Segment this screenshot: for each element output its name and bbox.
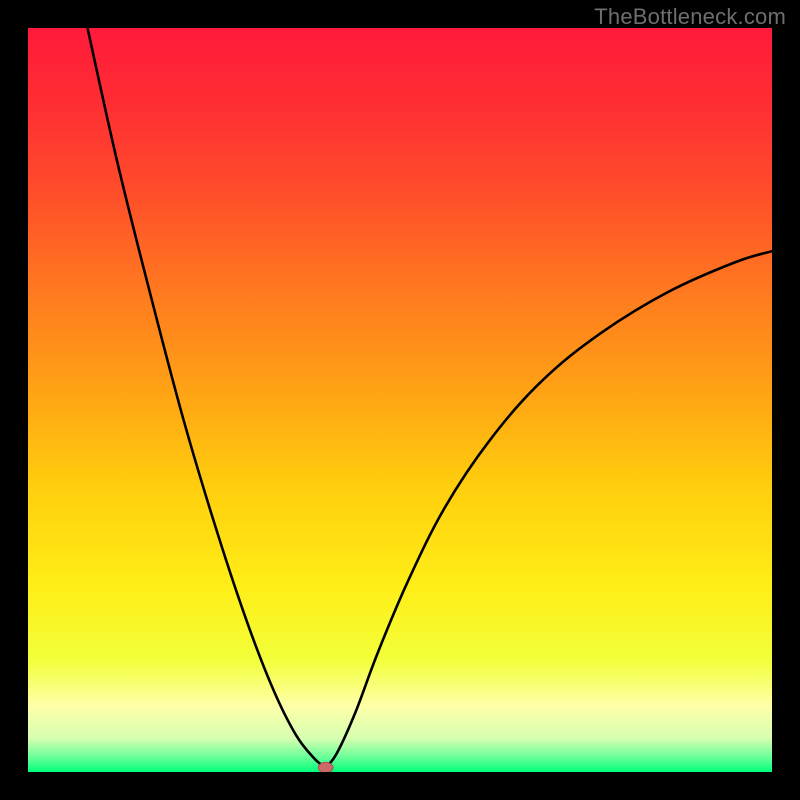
plot-area — [28, 28, 772, 772]
optimum-marker — [318, 762, 333, 772]
gradient-background — [28, 28, 772, 772]
chart-frame: TheBottleneck.com — [0, 0, 800, 800]
watermark-text: TheBottleneck.com — [594, 4, 786, 30]
bottleneck-curve-chart — [28, 28, 772, 772]
